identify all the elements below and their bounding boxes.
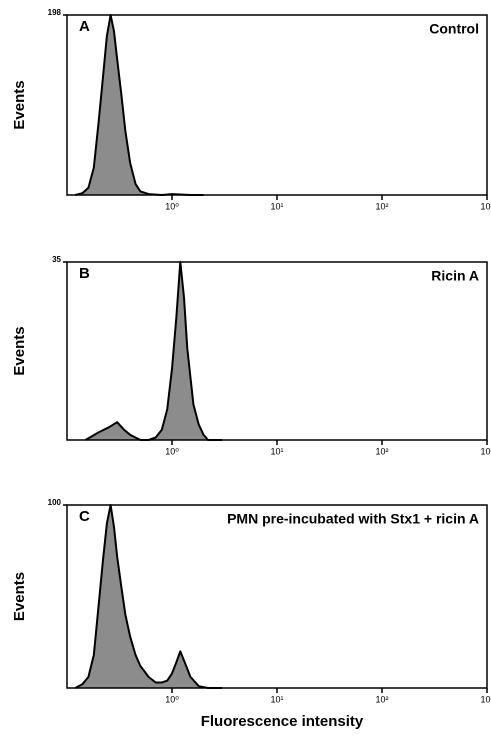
- histogram: [74, 504, 223, 689]
- x-axis-label: Fluorescence intensity: [201, 713, 364, 730]
- x-tick-label: 10³: [480, 446, 491, 456]
- x-tick-label: 10¹: [270, 446, 283, 456]
- y-tick-label: 100: [48, 498, 62, 507]
- panel-letter: A: [79, 18, 90, 35]
- x-tick-label: 10³: [480, 694, 491, 704]
- y-axis-label: Events: [11, 326, 28, 375]
- y-axis-label: Events: [11, 572, 28, 621]
- panel-title: Ricin A: [431, 268, 479, 284]
- y-axis-label: Events: [11, 80, 28, 129]
- x-tick-label: 10⁰: [165, 694, 179, 704]
- x-tick-label: 10²: [375, 446, 388, 456]
- x-tick-label: 10⁰: [165, 201, 179, 211]
- histogram: [84, 261, 223, 441]
- x-tick-label: 10³: [480, 201, 491, 211]
- panel-title: Control: [429, 21, 479, 37]
- x-tick-label: 10¹: [270, 201, 283, 211]
- panel-letter: B: [79, 265, 90, 282]
- plot-frame: [66, 261, 488, 441]
- x-tick-label: 10¹: [270, 694, 283, 704]
- x-tick-label: 10⁰: [165, 446, 179, 456]
- histogram: [75, 14, 204, 196]
- x-tick-label: 10²: [375, 201, 388, 211]
- x-tick-label: 10²: [375, 694, 388, 704]
- y-tick-label: 198: [48, 8, 62, 17]
- y-tick-label: 35: [52, 255, 61, 264]
- panel-letter: C: [79, 508, 90, 525]
- panel-title: PMN pre-incubated with Stx1 + ricin A: [227, 511, 479, 527]
